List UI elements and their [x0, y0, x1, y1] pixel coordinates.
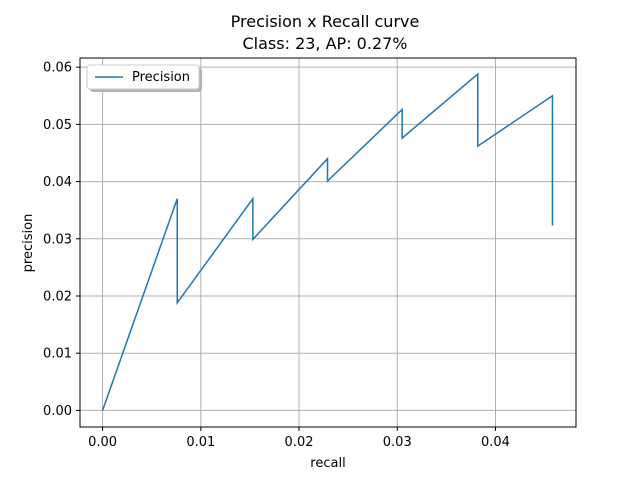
y-tick-label: 0.00 — [43, 404, 72, 419]
y-tick-label: 0.03 — [43, 232, 72, 247]
x-axis-ticks: 0.00 0.01 0.02 0.03 0.04 — [88, 427, 510, 450]
x-tick-label: 0.01 — [186, 435, 215, 450]
x-tick-label: 0.04 — [481, 435, 510, 450]
series-layer — [101, 72, 554, 411]
x-axis-label: recall — [310, 456, 345, 471]
y-tick-label: 0.06 — [43, 61, 72, 76]
chart-subtitle: Class: 23, AP: 0.27% — [243, 34, 408, 53]
y-tick-label: 0.04 — [43, 175, 72, 190]
x-tick-label: 0.02 — [285, 435, 314, 450]
series-line-precision — [101, 72, 554, 411]
legend-box — [86, 64, 200, 90]
legend-label: Precision — [132, 70, 190, 85]
y-axis-ticks: 0.00 0.01 0.02 0.03 0.04 0.05 0.06 — [43, 61, 80, 419]
y-tick-label: 0.05 — [43, 118, 72, 133]
y-axis-label: precision — [21, 214, 36, 273]
legend: Precision — [86, 64, 202, 92]
x-tick-label: 0.03 — [383, 435, 412, 450]
y-tick-label: 0.01 — [43, 347, 72, 362]
axes-frame — [79, 57, 577, 428]
chart-title: Precision x Recall curve — [231, 12, 420, 31]
y-tick-label: 0.02 — [43, 289, 72, 304]
x-tick-label: 0.00 — [88, 435, 117, 450]
axes-area — [80, 58, 576, 427]
